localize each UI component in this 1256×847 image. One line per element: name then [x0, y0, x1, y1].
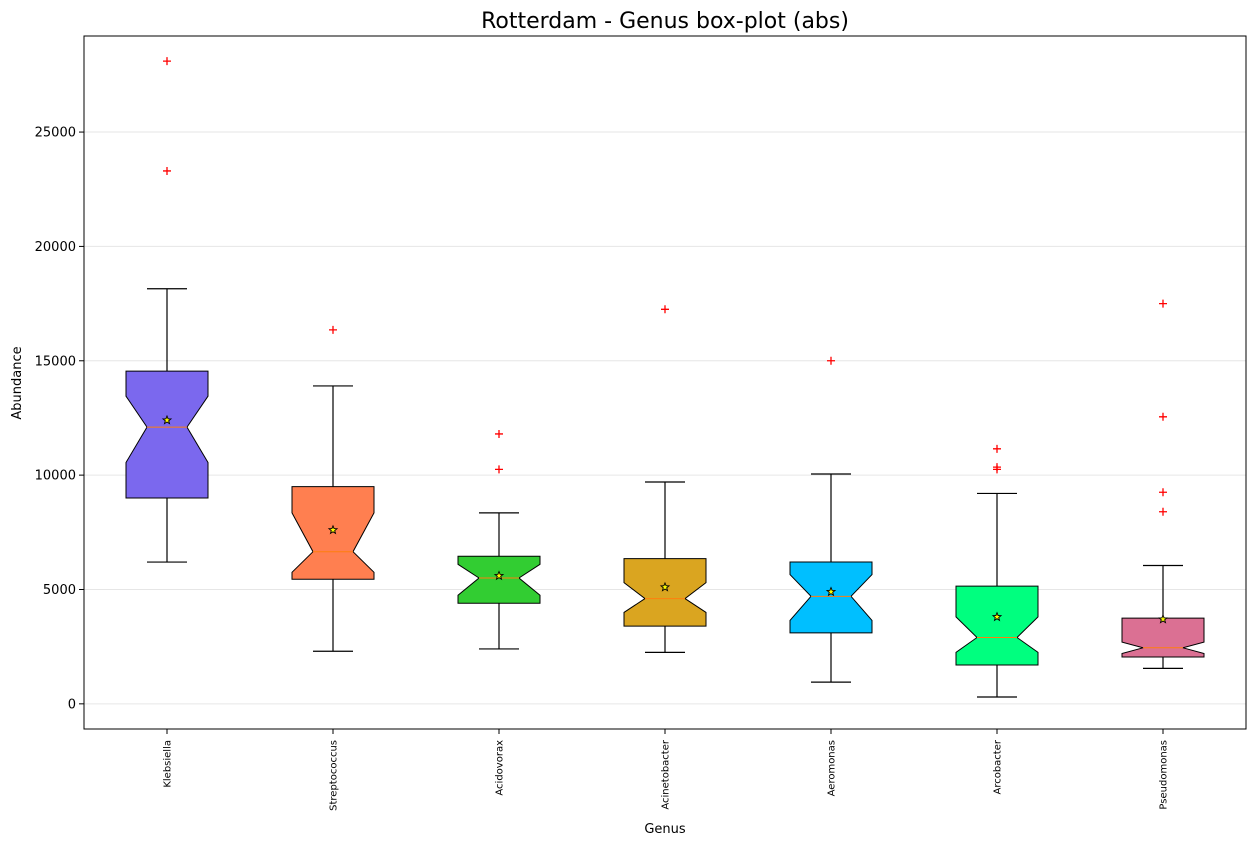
- box-aeromonas: [789, 356, 873, 683]
- x-tick-label: Acinetobacter: [661, 739, 672, 810]
- y-axis-label: Abundance: [10, 346, 25, 419]
- outlier-point: [329, 325, 337, 334]
- outlier-point: [827, 356, 835, 365]
- x-axis-label: Genus: [644, 822, 686, 837]
- x-tick-label: Arcobacter: [993, 739, 1004, 794]
- mean-marker: [493, 570, 505, 581]
- y-tick-label: 0: [68, 697, 76, 712]
- y-axis: 0 5000 10000 15000 20000 25000: [35, 126, 84, 712]
- outlier-point: [163, 57, 171, 66]
- outlier-point: [1159, 412, 1167, 421]
- y-tick-label: 25000: [35, 126, 76, 141]
- y-tick-label: 15000: [35, 354, 76, 369]
- mean-marker: [825, 586, 837, 597]
- box-body: [623, 558, 707, 627]
- x-tick-label: Acidovorax: [495, 740, 506, 796]
- box-body: [291, 486, 375, 580]
- outlier-point: [661, 305, 669, 314]
- mean-marker: [1157, 613, 1169, 624]
- x-axis: Klebsiella Streptococcus Acidovorax Acineto…: [163, 729, 1170, 811]
- outlier-point: [163, 166, 171, 175]
- box-acidovorax: [457, 429, 541, 650]
- x-tick-label: Klebsiella: [163, 740, 174, 788]
- outlier-point: [1159, 299, 1167, 308]
- box-body: [1121, 617, 1205, 658]
- outlier-point: [495, 429, 503, 438]
- y-tick-label: 10000: [35, 469, 76, 484]
- chart-title: Rotterdam - Genus box-plot (abs): [481, 9, 849, 34]
- outlier-point: [495, 465, 503, 474]
- mean-marker: [991, 611, 1003, 622]
- box-klebsiella: [125, 57, 209, 563]
- x-tick-label: Streptococcus: [329, 740, 340, 811]
- grid-lines: [84, 131, 1246, 705]
- outlier-point: [993, 444, 1001, 453]
- y-tick-label: 20000: [35, 240, 76, 255]
- box-streptococcus: [291, 325, 375, 652]
- outlier-point: [1159, 507, 1167, 516]
- box-acinetobacter: [623, 305, 707, 653]
- x-tick-label: Aeromonas: [827, 740, 838, 796]
- outlier-point: [1159, 488, 1167, 497]
- mean-marker: [659, 581, 671, 592]
- box-body: [955, 585, 1039, 666]
- box-series: [125, 57, 1205, 698]
- mean-marker: [327, 524, 339, 535]
- x-tick-label: Pseudomonas: [1159, 740, 1170, 810]
- box-body: [125, 370, 209, 499]
- box-body: [457, 555, 541, 604]
- box-pseudomonas: [1121, 299, 1205, 669]
- mean-marker: [161, 414, 173, 425]
- y-tick-label: 5000: [43, 583, 76, 598]
- box-arcobacter: [955, 444, 1039, 698]
- outlier-point: [993, 463, 1001, 472]
- box-body: [789, 561, 873, 634]
